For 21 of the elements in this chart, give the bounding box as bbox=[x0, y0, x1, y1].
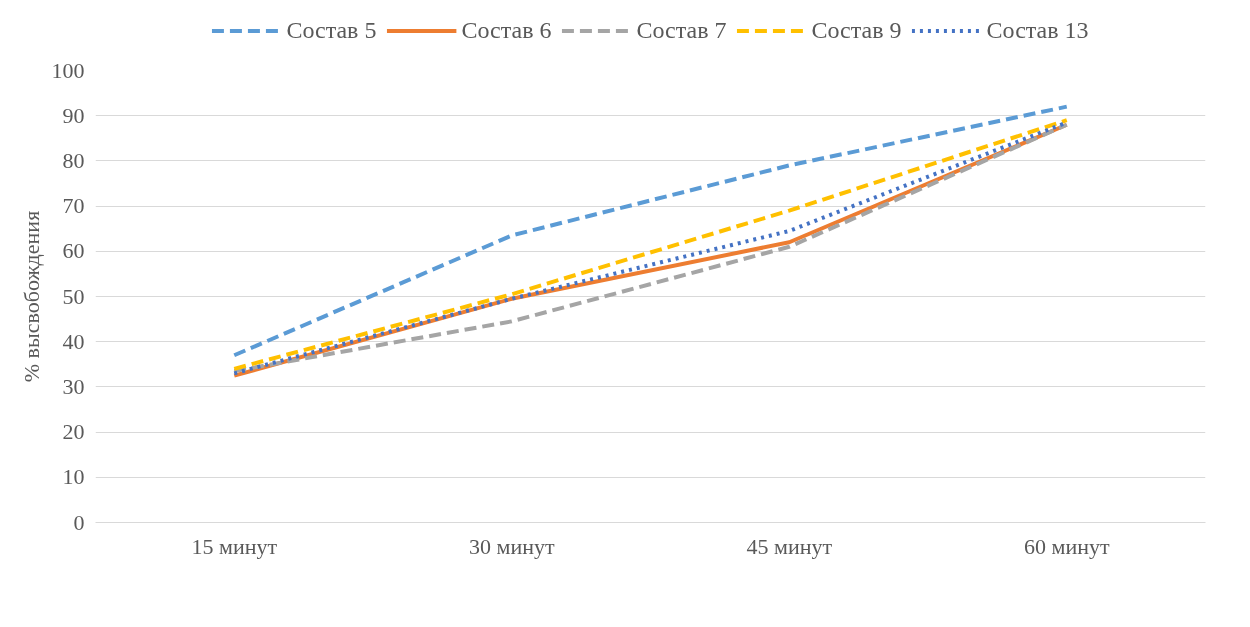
legend-label: Состав 6 bbox=[461, 16, 552, 44]
y-axis-title: % высвобождения bbox=[18, 210, 44, 383]
x-tick-label: 60 минут bbox=[1023, 533, 1110, 559]
legend-label: Состав 7 bbox=[636, 16, 727, 44]
y-tick-label: 10 bbox=[62, 464, 85, 490]
legend-label: Состав 13 bbox=[986, 16, 1089, 44]
legend-label: Состав 5 bbox=[286, 16, 377, 44]
y-tick-label: 0 bbox=[73, 509, 85, 535]
y-tick-label: 60 bbox=[62, 238, 85, 264]
x-tick-label: 30 минут bbox=[468, 533, 555, 559]
x-tick-label: 45 минут bbox=[746, 533, 833, 559]
y-tick-label: 90 bbox=[62, 102, 85, 128]
y-tick-label: 50 bbox=[62, 283, 85, 309]
y-tick-label: 80 bbox=[62, 147, 85, 173]
y-tick-label: 100 bbox=[51, 57, 85, 83]
y-tick-label: 40 bbox=[62, 328, 85, 354]
y-tick-label: 30 bbox=[62, 373, 85, 399]
x-tick-label: 15 минут bbox=[191, 533, 278, 559]
y-tick-label: 20 bbox=[62, 419, 85, 445]
legend-label: Состав 9 bbox=[811, 16, 902, 44]
y-tick-label: 70 bbox=[62, 193, 85, 219]
